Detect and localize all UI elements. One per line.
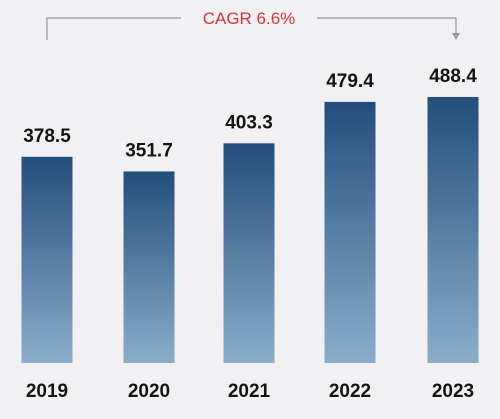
category-label-2022: 2022: [329, 381, 371, 402]
cagr-bracket-left: [46, 17, 181, 40]
cagr-bracket-right: [317, 17, 457, 33]
value-label-2022: 479.4: [326, 71, 374, 92]
bar-2023: [427, 96, 479, 364]
value-label-2023: 488.4: [429, 66, 477, 87]
cagr-arrow-icon: [452, 33, 460, 40]
value-label-2019: 378.5: [23, 126, 71, 147]
category-label-2020: 2020: [128, 381, 170, 402]
category-label-2019: 2019: [26, 381, 68, 402]
bars: [21, 96, 479, 364]
cagr-annotation: CAGR 6.6%: [46, 9, 460, 40]
value-labels: 378.5 351.7 403.3 479.4 488.4: [23, 66, 477, 161]
value-label-2020: 351.7: [125, 140, 173, 161]
category-label-2023: 2023: [432, 381, 474, 402]
category-label-2021: 2021: [228, 381, 271, 402]
cagr-label: CAGR 6.6%: [203, 9, 296, 28]
bar-2021: [223, 143, 275, 363]
category-labels: 2019 2020 2021 2022 2023: [26, 381, 474, 402]
bar-2020: [123, 171, 175, 363]
value-label-2021: 403.3: [225, 112, 273, 133]
bar-2022: [324, 101, 376, 363]
bar-2019: [21, 156, 73, 363]
